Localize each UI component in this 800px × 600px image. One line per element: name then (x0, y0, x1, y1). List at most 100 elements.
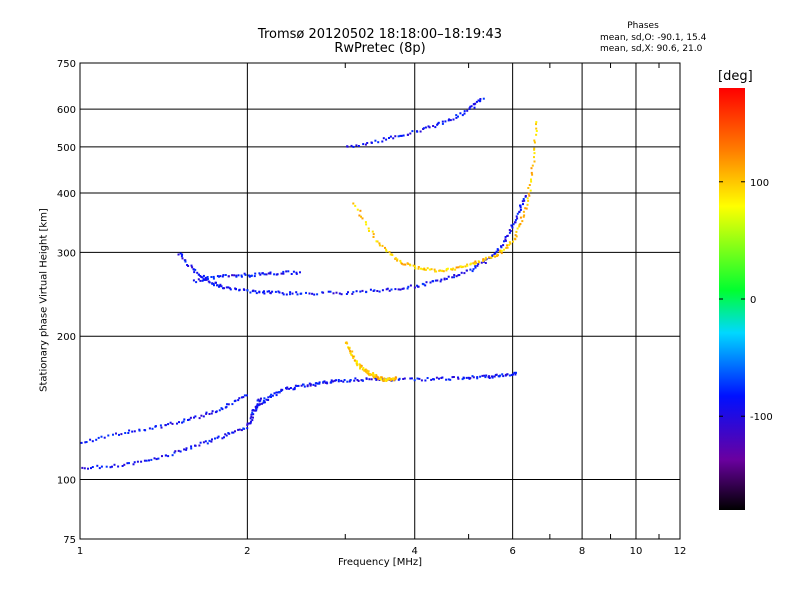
echo-point (192, 268, 195, 271)
echo-point (133, 461, 136, 464)
echo-point (322, 380, 325, 383)
echo-point (508, 241, 511, 244)
echo-point (502, 244, 505, 247)
echo-point (95, 438, 98, 441)
y-tick-label: 400 (57, 189, 76, 200)
echo-point (289, 291, 292, 294)
echo-point (522, 215, 525, 218)
echo-point (270, 393, 273, 396)
echo-point (174, 450, 177, 453)
echo-point (528, 194, 531, 197)
plot-frame (79, 62, 681, 540)
echo-point (385, 250, 388, 253)
echo-point (188, 418, 191, 421)
echo-point (200, 414, 203, 417)
echo-point (285, 270, 288, 273)
echo-point (218, 409, 221, 412)
echo-point (501, 373, 504, 376)
echo-point (235, 274, 238, 277)
echo-point (318, 382, 321, 385)
echo-point (461, 378, 464, 381)
echo-point (530, 180, 533, 183)
echo-point (513, 371, 516, 374)
echo-point (190, 445, 193, 448)
echo-point (402, 263, 405, 266)
echo-point (508, 244, 511, 246)
echo-point (157, 457, 160, 460)
echo-point (361, 217, 364, 220)
echo-point (371, 373, 374, 376)
echo-point (249, 417, 252, 420)
echo-point (206, 442, 209, 445)
echo-point (351, 292, 354, 295)
echo-point (519, 216, 522, 219)
echo-point (245, 394, 248, 397)
echo-point (413, 265, 416, 268)
echo-point (300, 384, 303, 387)
x-tick-label: 10 (630, 546, 643, 557)
echo-point (269, 291, 272, 294)
echo-point (250, 420, 252, 423)
echo-point (335, 379, 338, 382)
echo-point (280, 390, 283, 392)
echo-point (380, 378, 383, 381)
echo-point (258, 290, 261, 293)
echo-point (357, 145, 360, 147)
echo-point (297, 384, 300, 387)
echo-point (508, 231, 511, 234)
echo-point (249, 291, 252, 294)
echo-point (191, 266, 194, 269)
echo-point (295, 272, 298, 275)
echo-point (474, 102, 477, 105)
echo-point (530, 171, 533, 174)
echo-point (436, 123, 439, 126)
y-tick-label: 300 (57, 248, 76, 259)
echo-point (348, 348, 351, 351)
echo-point (475, 262, 478, 265)
echo-point (433, 378, 435, 381)
echo-point (248, 275, 251, 278)
echo-point (164, 424, 167, 427)
echo-point (477, 263, 480, 266)
echo-point (417, 267, 420, 270)
echo-point (453, 276, 455, 279)
echo-point (367, 227, 370, 230)
echo-point (500, 249, 503, 252)
echo-point (514, 221, 516, 224)
echo-point (352, 202, 355, 205)
echo-point (253, 409, 256, 412)
echo-point (295, 271, 298, 274)
echo-point (368, 378, 371, 381)
echo-point (518, 225, 521, 228)
echo-point (494, 252, 497, 255)
echo-point (523, 214, 526, 217)
echo-point (351, 354, 354, 357)
echo-point (461, 114, 464, 117)
echo-point (422, 127, 425, 130)
echo-point (198, 417, 201, 420)
echo-point (195, 281, 198, 284)
echo-point (387, 378, 390, 381)
echo-point (185, 447, 188, 450)
echo-point (204, 276, 207, 279)
echo-point (421, 268, 424, 271)
echo-point (221, 408, 224, 411)
echo-point (238, 397, 241, 400)
echo-point (535, 130, 538, 132)
echo-point (391, 254, 394, 256)
echo-point (354, 377, 357, 380)
echo-point (350, 144, 353, 147)
echo-point (377, 378, 380, 381)
echo-point (237, 399, 240, 402)
echo-point (269, 271, 272, 274)
echo-point (205, 278, 208, 281)
colorbar-tick-label: 100 (750, 178, 769, 189)
echo-point (123, 463, 126, 466)
echo-point (192, 279, 195, 282)
echo-point (447, 275, 450, 278)
echo-point (276, 273, 279, 276)
echo-point (292, 270, 295, 273)
echo-point (373, 289, 376, 292)
echo-point (424, 268, 427, 271)
echo-point (423, 268, 426, 271)
